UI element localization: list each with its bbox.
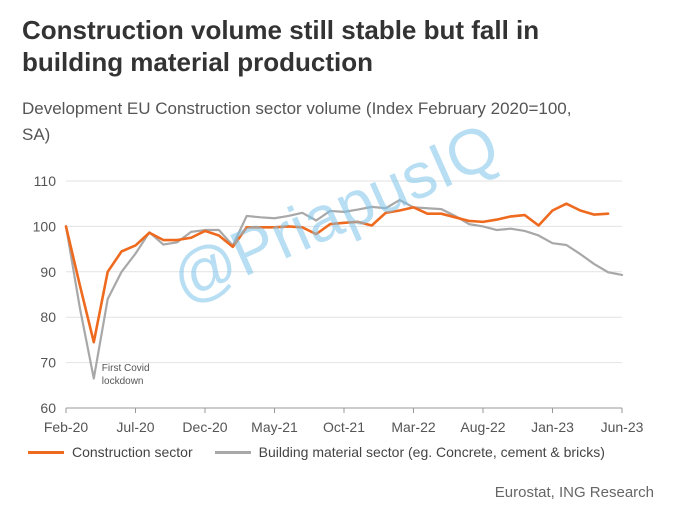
y-tick-label: 100 bbox=[33, 218, 57, 234]
x-tick-label: Oct-21 bbox=[323, 419, 365, 435]
legend-label-construction: Construction sector bbox=[72, 444, 193, 460]
chart-subtitle-line-1: Development EU Construction sector volum… bbox=[22, 99, 572, 118]
legend-label-building: Building material sector (eg. Concrete, … bbox=[258, 444, 605, 460]
x-tick-label: Jun-23 bbox=[601, 419, 644, 435]
chart-title-line-1: Construction volume still stable but fal… bbox=[22, 15, 540, 45]
x-tick-label: May-21 bbox=[251, 419, 298, 435]
series-line-construction bbox=[64, 202, 610, 344]
x-tick-label: Jan-23 bbox=[531, 419, 574, 435]
x-tick-label: Mar-22 bbox=[391, 419, 436, 435]
x-tick-label: Feb-20 bbox=[44, 419, 89, 435]
y-tick-label: 80 bbox=[40, 309, 56, 325]
y-tick-label: 60 bbox=[40, 400, 56, 416]
legend-item-building: Building material sector (eg. Concrete, … bbox=[214, 444, 605, 460]
x-tick-label: Dec-20 bbox=[182, 419, 227, 435]
source-note: Eurostat, ING Research bbox=[494, 484, 654, 501]
series-line-building bbox=[64, 198, 624, 380]
legend-item-construction: Construction sector bbox=[28, 444, 193, 460]
x-tick-label: Jul-20 bbox=[116, 419, 154, 435]
legend-swatch-building bbox=[214, 450, 251, 454]
chart-subtitle-line-2: SA) bbox=[22, 125, 51, 144]
y-tick-label: 110 bbox=[34, 173, 57, 189]
chart-subtitle: Development EU Construction sector volum… bbox=[22, 96, 662, 148]
y-tick-label: 90 bbox=[40, 264, 56, 280]
legend-swatch-construction bbox=[28, 450, 64, 454]
chart-title-line-2: building material production bbox=[22, 47, 373, 77]
chart-title: Construction volume still stable but fal… bbox=[22, 14, 662, 78]
annotation-first-covid-line-1: First Covid bbox=[102, 363, 150, 374]
y-tick-label: 70 bbox=[40, 355, 56, 371]
x-tick-label: Aug-22 bbox=[460, 419, 505, 435]
annotation-first-covid-line-2: lockdown bbox=[102, 376, 144, 387]
legend: Construction sector Building material se… bbox=[28, 444, 668, 460]
